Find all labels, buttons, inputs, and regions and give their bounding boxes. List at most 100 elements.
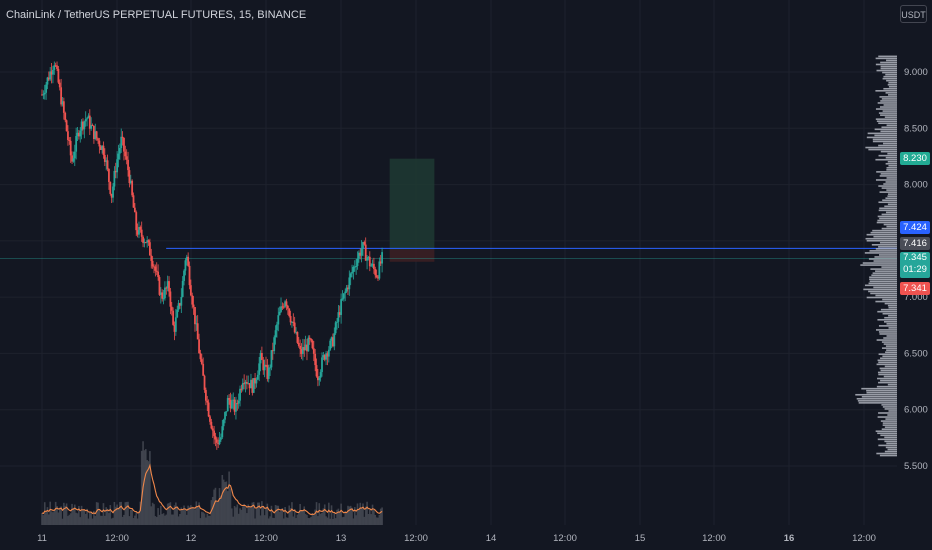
- volume-profile-row: [886, 335, 897, 337]
- currency-button[interactable]: USDT: [900, 5, 927, 23]
- candle-body: [112, 186, 114, 198]
- volume-bar: [295, 518, 297, 525]
- candle-body: [337, 312, 340, 322]
- volume-profile-row: [887, 414, 897, 416]
- candle-body: [226, 398, 229, 412]
- volume-profile-row: [875, 270, 897, 272]
- y-tick-label: 6.500: [904, 348, 928, 359]
- candle-body: [345, 287, 348, 292]
- volume-bar: [202, 512, 204, 525]
- volume-profile-row: [882, 298, 897, 301]
- candle-body: [132, 195, 135, 208]
- candle-body: [99, 146, 102, 151]
- volume-profile-row: [885, 92, 897, 94]
- candle-body: [65, 120, 68, 132]
- volume-bar: [220, 495, 222, 525]
- candle-body: [285, 301, 288, 306]
- candle-body: [146, 240, 149, 243]
- volume-bar: [302, 510, 304, 525]
- volume-bar: [258, 502, 260, 525]
- volume-bar: [120, 501, 123, 525]
- candle-body: [154, 266, 157, 271]
- candle-body: [291, 321, 293, 323]
- volume-profile-row: [886, 177, 897, 179]
- volume-bar: [292, 516, 295, 525]
- volume-bar: [149, 451, 151, 525]
- volume-profile-row: [886, 349, 897, 351]
- candle-body: [56, 65, 58, 69]
- volume-bar: [232, 516, 235, 525]
- volume-profile-row: [882, 77, 897, 80]
- volume-bar: [65, 503, 68, 525]
- volume-profile-row: [876, 385, 897, 388]
- candle-body: [94, 131, 97, 140]
- volume-profile-row: [863, 288, 897, 291]
- volume-profile-row: [870, 268, 897, 270]
- candle-body: [371, 263, 374, 266]
- volume-bar: [177, 516, 180, 525]
- candle-body: [67, 131, 69, 140]
- volume-profile-row: [888, 314, 897, 317]
- candle-body: [303, 347, 306, 351]
- volume-bar: [90, 513, 92, 525]
- volume-bar: [175, 502, 177, 525]
- volume-bar: [172, 514, 174, 525]
- candle-body: [206, 400, 209, 403]
- volume-bar: [139, 501, 142, 525]
- volume-profile-row: [874, 134, 897, 137]
- candle-body: [120, 136, 123, 148]
- volume-profile-row: [879, 367, 897, 370]
- volume-profile-row: [864, 252, 897, 254]
- volume-profile-row: [875, 294, 897, 297]
- candle-body: [254, 378, 256, 384]
- volume-bar: [323, 504, 326, 525]
- candle-body: [95, 131, 98, 139]
- volume-profile-row: [886, 79, 897, 82]
- volume-profile-row: [883, 343, 897, 345]
- candle-body: [176, 309, 179, 318]
- candle-body: [192, 304, 195, 308]
- x-tick-label: 16: [784, 533, 795, 544]
- candle-body: [194, 307, 196, 325]
- candle-body: [210, 421, 213, 429]
- volume-bar: [289, 508, 292, 525]
- y-tick-label: 8.000: [904, 180, 928, 191]
- candle-body: [60, 87, 63, 105]
- volume-bar: [79, 517, 82, 525]
- volume-profile-row: [865, 237, 897, 240]
- volume-bar: [132, 518, 135, 525]
- volume-profile-row: [885, 446, 897, 449]
- candle-body: [118, 147, 121, 154]
- volume-bar: [251, 502, 254, 525]
- volume-profile-row: [878, 209, 897, 212]
- volume-profile-row: [876, 452, 897, 455]
- candle-body: [319, 372, 322, 378]
- volume-bar: [134, 515, 136, 525]
- volume-profile-row: [879, 96, 897, 98]
- candle-body: [83, 121, 86, 130]
- volume-bar: [296, 514, 299, 525]
- volume-profile-row: [884, 316, 897, 319]
- volume-bar: [45, 512, 47, 525]
- volume-bar: [93, 510, 95, 525]
- y-tick-label: 8.500: [904, 123, 928, 134]
- volume-bar: [131, 509, 133, 525]
- candle-body: [341, 298, 344, 300]
- volume-bar: [84, 513, 87, 525]
- volume-bar: [166, 503, 169, 525]
- volume-bar: [203, 513, 206, 525]
- volume-profile-row: [877, 215, 897, 218]
- volume-profile-row: [877, 432, 897, 435]
- volume-profile-row: [886, 225, 897, 228]
- volume-bar: [370, 514, 372, 525]
- volume-bar: [153, 504, 155, 525]
- volume-profile-row: [856, 398, 897, 400]
- volume-profile-row: [872, 140, 897, 143]
- candle-body: [372, 263, 375, 269]
- volume-profile-row: [875, 108, 897, 110]
- volume-bar: [284, 507, 286, 525]
- volume-bar: [99, 515, 102, 525]
- candle-body: [71, 155, 73, 162]
- volume-profile-row: [878, 381, 897, 384]
